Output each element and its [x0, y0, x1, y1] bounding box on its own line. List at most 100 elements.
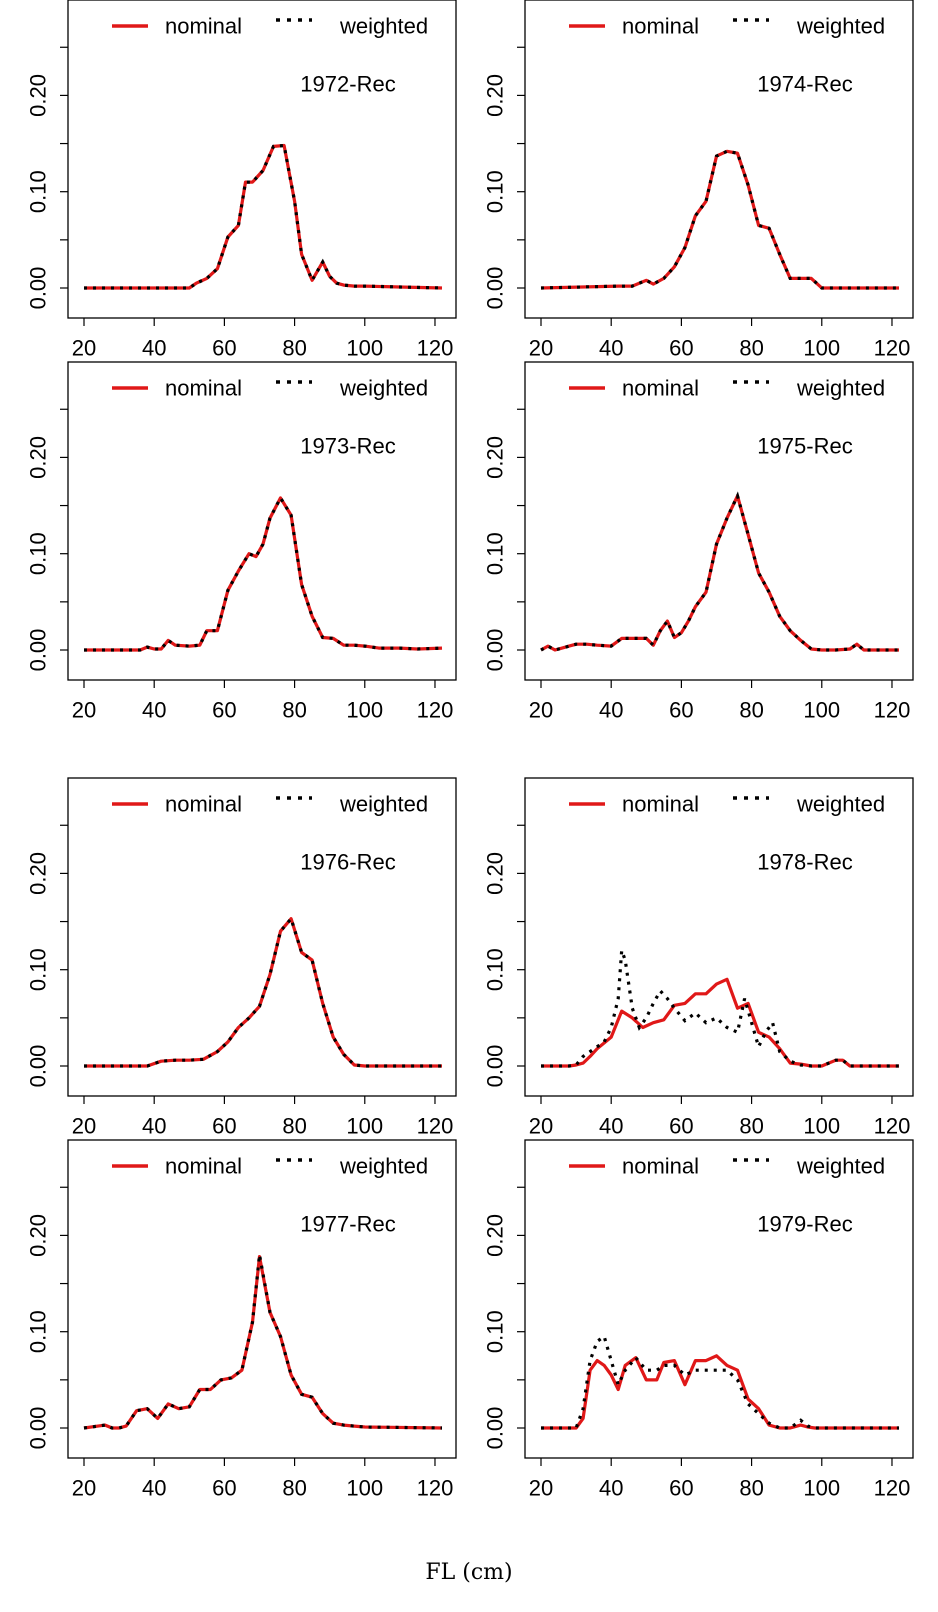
x-tick-label: 120	[874, 1114, 911, 1139]
panel-frame	[67, 777, 457, 1097]
x-tick-label: 40	[142, 336, 166, 361]
legend-weighted-label: weighted	[339, 1154, 428, 1179]
y-tick-label: 0.10	[26, 948, 51, 991]
x-tick-label: 60	[212, 336, 236, 361]
panel-title: 1977-Rec	[300, 1212, 395, 1237]
y-tick-label: 0.10	[483, 948, 508, 991]
x-axis-label: FL (cm)	[425, 1560, 513, 1585]
y-tick-label: 0.10	[26, 532, 51, 575]
x-tick-label: 80	[739, 698, 763, 723]
x-tick-label: 80	[739, 1114, 763, 1139]
panel-title: 1974-Rec	[757, 72, 852, 97]
y-tick-label: 0.20	[26, 1214, 51, 1257]
panel-frame	[67, 1139, 457, 1459]
x-tick-label: 20	[72, 1114, 96, 1139]
legend-weighted-label: weighted	[339, 14, 428, 39]
x-tick-label: 100	[803, 698, 840, 723]
x-tick-label: 60	[669, 1114, 693, 1139]
x-tick-label: 20	[72, 1476, 96, 1501]
y-tick-label: 0.00	[26, 1407, 51, 1450]
panel-frame	[67, 0, 457, 319]
y-tick-label: 0.10	[483, 532, 508, 575]
x-tick-label: 120	[417, 698, 454, 723]
panel-8: 0.00 0.10 0.20 20 40 60 80 100 120 nominal weighte…	[483, 1139, 914, 1501]
panel-title: 1975-Rec	[757, 434, 852, 459]
series-weighted-line	[540, 149, 899, 290]
legend-weighted-label: weighted	[339, 792, 428, 817]
panel-title: 1979-Rec	[757, 1212, 852, 1237]
x-tick-label: 60	[669, 336, 693, 361]
legend-nominal-label: nominal	[165, 1154, 242, 1179]
x-tick-label: 80	[282, 1114, 306, 1139]
x-tick-label: 40	[599, 1476, 623, 1501]
series-nominal-line	[540, 149, 899, 290]
series-nominal-line	[84, 143, 443, 290]
x-tick-label: 20	[529, 698, 553, 723]
series-weighted-line	[541, 1333, 899, 1430]
x-tick-label: 40	[142, 1476, 166, 1501]
legend-weighted-label: weighted	[796, 1154, 885, 1179]
legend-weighted-label: weighted	[339, 376, 428, 401]
panel-title: 1976-Rec	[300, 850, 395, 875]
legend-weighted-label: weighted	[796, 14, 885, 39]
y-tick-label: 0.00	[483, 629, 508, 672]
y-tick-label: 0.00	[483, 1407, 508, 1450]
x-tick-label: 60	[669, 1476, 693, 1501]
x-tick-label: 100	[346, 698, 383, 723]
x-tick-label: 60	[212, 698, 236, 723]
series-weighted-line	[84, 915, 442, 1068]
panel-1: 0.00 0.10 0.20 20 40 60 80 100 120 nominal weighte…	[26, 0, 457, 361]
panel-3: 0.00 0.10 0.20 20 40 60 80 100 120 nominal weighte…	[26, 361, 457, 723]
panel-2: 0.00 0.10 0.20 20 40 60 80 100 120 nominal weighte…	[483, 0, 914, 361]
x-tick-label: 80	[282, 336, 306, 361]
panel-title: 1973-Rec	[300, 434, 395, 459]
x-tick-label: 100	[803, 336, 840, 361]
x-tick-label: 40	[599, 698, 623, 723]
x-tick-label: 120	[417, 336, 454, 361]
series-nominal-line	[84, 496, 443, 652]
x-tick-label: 60	[669, 698, 693, 723]
series-weighted-line	[541, 949, 899, 1068]
y-tick-label: 0.20	[483, 436, 508, 479]
x-tick-label: 100	[346, 1114, 383, 1139]
legend-nominal-label: nominal	[165, 792, 242, 817]
series-nominal-line	[541, 1354, 899, 1430]
series-nominal-line	[83, 1254, 443, 1430]
y-tick-label: 0.10	[26, 1310, 51, 1353]
series-weighted-line	[540, 491, 899, 652]
x-tick-label: 100	[803, 1476, 840, 1501]
y-tick-label: 0.00	[483, 1045, 508, 1088]
x-tick-label: 20	[529, 1114, 553, 1139]
y-tick-label: 0.00	[26, 629, 51, 672]
y-tick-label: 0.20	[26, 436, 51, 479]
x-tick-label: 120	[417, 1114, 454, 1139]
series-nominal-line	[84, 917, 442, 1068]
panel-frame	[524, 1139, 914, 1459]
x-tick-label: 60	[212, 1476, 236, 1501]
series-nominal-line	[540, 494, 899, 652]
x-tick-label: 40	[599, 1114, 623, 1139]
legend-weighted-label: weighted	[796, 376, 885, 401]
legend-nominal-label: nominal	[622, 1154, 699, 1179]
panel-5: 0.00 0.10 0.20 20 40 60 80 100 120 nominal weighte…	[26, 777, 457, 1139]
panel-title: 1972-Rec	[300, 72, 395, 97]
y-tick-label: 0.20	[483, 1214, 508, 1257]
panel-6: 0.00 0.10 0.20 20 40 60 80 100 120 nominal weighte…	[483, 777, 914, 1139]
series-weighted-line	[84, 494, 443, 652]
x-tick-label: 40	[142, 698, 166, 723]
legend-nominal-label: nominal	[165, 14, 242, 39]
x-tick-label: 120	[417, 1476, 454, 1501]
y-tick-label: 0.00	[26, 267, 51, 310]
panel-frame	[524, 777, 914, 1097]
x-tick-label: 20	[72, 698, 96, 723]
y-tick-label: 0.00	[483, 267, 508, 310]
x-tick-label: 100	[346, 1476, 383, 1501]
x-tick-label: 80	[739, 336, 763, 361]
x-tick-label: 120	[874, 1476, 911, 1501]
y-tick-label: 0.10	[26, 170, 51, 213]
y-tick-label: 0.00	[26, 1045, 51, 1088]
legend-nominal-label: nominal	[622, 792, 699, 817]
y-tick-label: 0.10	[483, 170, 508, 213]
panel-frame	[524, 0, 914, 319]
panel-frame	[524, 361, 914, 681]
